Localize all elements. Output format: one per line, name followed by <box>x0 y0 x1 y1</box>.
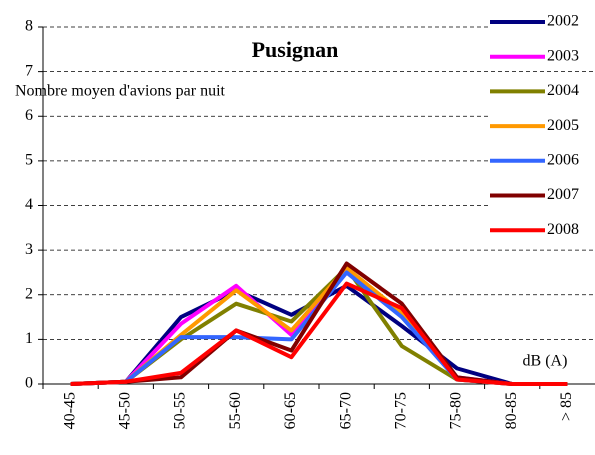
y-tick-label: 7 <box>25 62 33 79</box>
series-line <box>70 270 568 386</box>
x-tick-label: 75-80 <box>448 392 465 429</box>
y-tick-label: 1 <box>25 330 33 347</box>
y-tick-label: 4 <box>25 196 33 213</box>
legend-label: 2006 <box>547 151 579 168</box>
legend-label: 2008 <box>547 221 579 238</box>
legend-label: 2002 <box>547 13 579 30</box>
y-tick-label: 2 <box>25 285 33 302</box>
chart-title: Pusignan <box>252 37 339 62</box>
series-line <box>70 281 568 386</box>
legend-label: 2004 <box>547 82 579 99</box>
legend-label: 2007 <box>547 186 579 203</box>
x-tick-label: 80-85 <box>503 392 520 429</box>
x-tick-label: 40-45 <box>61 392 78 429</box>
x-tick-label: 60-65 <box>282 392 299 429</box>
annotation: dB (A) <box>523 353 568 370</box>
legend-label: 2005 <box>547 117 579 134</box>
legend-label: 2003 <box>547 47 579 64</box>
y-tick-label: 6 <box>25 107 33 124</box>
x-tick-label: 70-75 <box>392 392 409 429</box>
y-tick-label: 0 <box>25 375 33 392</box>
x-tick-label: > 85 <box>558 392 575 421</box>
x-tick-label: 55-60 <box>227 392 244 429</box>
y-tick-label: 8 <box>25 18 33 35</box>
x-tick-label: 65-70 <box>337 392 354 429</box>
y-tick-label: 5 <box>25 152 33 169</box>
chart-subtitle: Nombre moyen d'avions par nuit <box>15 83 226 100</box>
x-tick-label: 45-50 <box>116 392 133 429</box>
x-tick-label: 50-55 <box>172 392 189 429</box>
y-tick-label: 3 <box>25 241 33 258</box>
